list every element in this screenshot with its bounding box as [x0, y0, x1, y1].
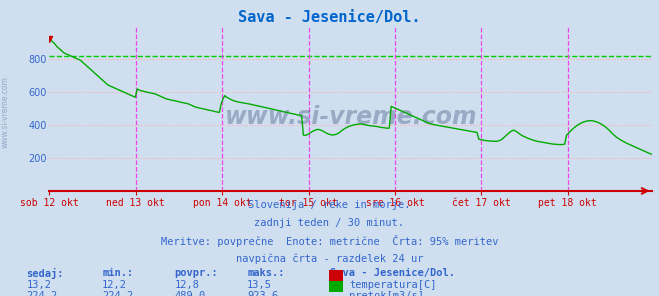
Text: 489,0: 489,0 — [175, 291, 206, 296]
Text: 12,8: 12,8 — [175, 280, 200, 290]
Text: temperatura[C]: temperatura[C] — [349, 280, 437, 290]
Text: www.si-vreme.com: www.si-vreme.com — [225, 105, 477, 129]
Text: 224,2: 224,2 — [102, 291, 133, 296]
Text: maks.:: maks.: — [247, 268, 285, 278]
Text: 13,2: 13,2 — [26, 280, 51, 290]
Text: 923,6: 923,6 — [247, 291, 278, 296]
Text: Meritve: povprečne  Enote: metrične  Črta: 95% meritev: Meritve: povprečne Enote: metrične Črta:… — [161, 235, 498, 247]
Text: navpična črta - razdelek 24 ur: navpična črta - razdelek 24 ur — [236, 253, 423, 263]
Text: povpr.:: povpr.: — [175, 268, 218, 278]
Text: sedaj:: sedaj: — [26, 268, 64, 279]
Text: Sava - Jesenice/Dol.: Sava - Jesenice/Dol. — [239, 10, 420, 25]
Text: Sava - Jesenice/Dol.: Sava - Jesenice/Dol. — [330, 268, 455, 278]
Text: Slovenija / reke in morje.: Slovenija / reke in morje. — [248, 200, 411, 210]
Text: min.:: min.: — [102, 268, 133, 278]
Text: zadnji teden / 30 minut.: zadnji teden / 30 minut. — [254, 218, 405, 228]
Text: 13,5: 13,5 — [247, 280, 272, 290]
Text: www.si-vreme.com: www.si-vreme.com — [1, 77, 10, 148]
Text: 12,2: 12,2 — [102, 280, 127, 290]
Text: pretok[m3/s]: pretok[m3/s] — [349, 291, 424, 296]
Text: 224,2: 224,2 — [26, 291, 57, 296]
